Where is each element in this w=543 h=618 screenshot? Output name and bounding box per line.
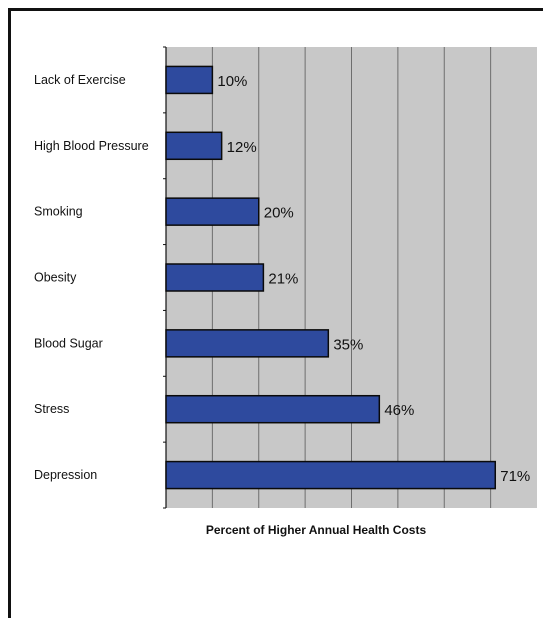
bar — [165, 394, 381, 424]
data-label: 46% — [384, 402, 414, 419]
data-label: 20% — [264, 205, 294, 222]
bar — [165, 263, 265, 292]
bar — [165, 65, 214, 95]
category-label: Blood Sugar — [34, 336, 103, 350]
value-labels: 10% 12% 20% 21% 35% 46% 71% — [217, 73, 530, 485]
category-labels: Lack of Exercise High Blood Pressure Smoki… — [34, 73, 149, 482]
category-label: Smoking — [34, 205, 83, 219]
category-label: Depression — [34, 468, 97, 482]
category-label: High Blood Pressure — [34, 139, 149, 153]
x-axis-title: Percent of Higher Annual Health Costs — [206, 523, 427, 537]
data-label: 35% — [333, 336, 363, 353]
chart-frame — [8, 8, 543, 618]
bar — [165, 131, 223, 161]
data-label: 12% — [227, 139, 257, 156]
category-label: Stress — [34, 402, 69, 416]
bars — [165, 65, 497, 490]
data-label: 10% — [217, 73, 247, 90]
bar — [165, 197, 260, 226]
bar — [165, 460, 497, 490]
data-label: 71% — [500, 468, 530, 485]
bar — [165, 329, 330, 358]
category-label: Lack of Exercise — [34, 73, 126, 87]
data-label: 21% — [268, 271, 298, 288]
category-label: Obesity — [34, 271, 77, 285]
